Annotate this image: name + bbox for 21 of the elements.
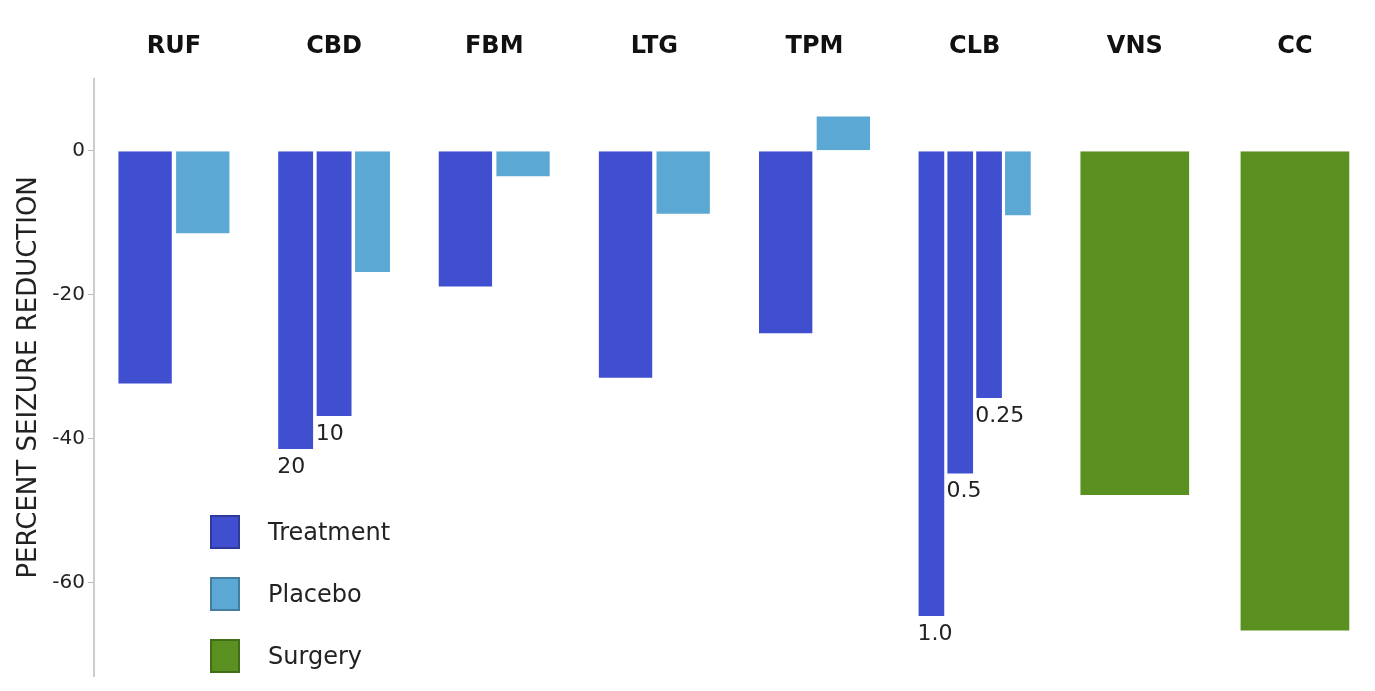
annotation: 0.25 (975, 401, 1025, 427)
y-tick-label: -20 (52, 280, 85, 305)
y-tick-label: 0 (72, 136, 85, 161)
annotation: 0.5 (946, 477, 982, 503)
legend-label: Placebo (268, 580, 362, 608)
x-tick-label: CLB (949, 30, 1001, 59)
annotation: 20 (277, 452, 306, 478)
x-tick-label: RUF (146, 30, 202, 59)
x-tick-label: FBM (464, 30, 524, 59)
x-tick-label: VNS (1106, 30, 1163, 59)
x-tick-label: LTG (630, 30, 679, 59)
annotation: 1.0 (917, 619, 953, 645)
y-tick-label: -60 (52, 568, 85, 593)
y-tick-label: -40 (52, 424, 85, 449)
y-axis-title: PERCENT SEIZURE REDUCTION (12, 176, 43, 579)
x-tick-label: TPM (785, 30, 844, 59)
legend-label: Surgery (268, 642, 362, 670)
annotation: 10 (315, 419, 344, 445)
x-tick-label: CBD (306, 30, 362, 59)
x-tick-label: CC (1277, 30, 1313, 59)
legend-label: Treatment (268, 518, 391, 546)
